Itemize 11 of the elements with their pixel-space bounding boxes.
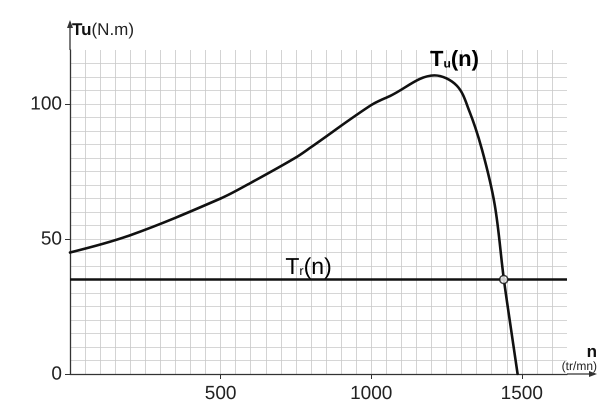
y-axis-title: Tu(N.m) <box>72 20 134 39</box>
ref-line-label: Tr(n) <box>285 252 332 279</box>
series-label: Tu(n) <box>430 46 479 71</box>
x-tick-label: 500 <box>204 383 236 404</box>
y-tick-label: 0 <box>51 364 62 384</box>
x-tick-label: 1000 <box>350 383 392 404</box>
line-series <box>68 74 519 376</box>
x-axis-title: n (tr/mn) <box>562 342 597 373</box>
y-tick-label: 100 <box>30 94 62 114</box>
x-tick-label: 1500 <box>500 383 543 404</box>
y-tick-label: 50 <box>40 228 62 250</box>
